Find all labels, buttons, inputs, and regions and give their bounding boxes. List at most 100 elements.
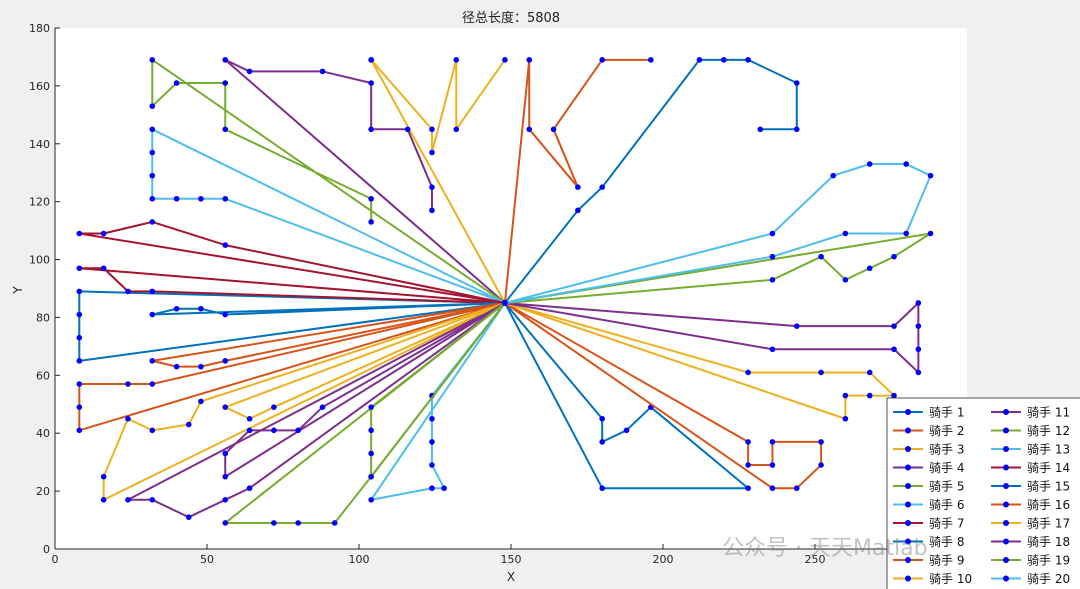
legend-label: 骑手 12 <box>1027 424 1070 438</box>
route-point <box>818 439 824 445</box>
extra-ray-point <box>526 126 533 133</box>
route-point <box>429 462 435 468</box>
route-point <box>125 288 131 295</box>
route-point <box>100 265 107 272</box>
route-point <box>368 450 374 457</box>
route-point <box>100 496 107 503</box>
extra-ray-point <box>793 126 800 133</box>
axes-background <box>55 28 967 549</box>
x-tick-label: 150 <box>501 553 522 566</box>
legend-swatch-marker <box>905 483 911 489</box>
route-point <box>842 230 849 237</box>
legend-item-rider-8: 骑手 8 <box>893 535 964 549</box>
y-tick-label: 120 <box>29 196 50 209</box>
extra-rays <box>149 57 800 306</box>
route-point <box>76 311 83 318</box>
legend-label: 骑手 5 <box>929 480 964 494</box>
y-tick-label: 40 <box>36 427 50 440</box>
route-point <box>818 369 824 376</box>
extra-ray-point <box>222 126 229 133</box>
route-point <box>198 398 204 405</box>
legend-item-rider-9: 骑手 9 <box>893 554 964 568</box>
route-point <box>271 520 277 526</box>
legend-label: 骑手 9 <box>929 554 964 568</box>
legend-swatch-marker <box>1003 446 1009 452</box>
route-point <box>76 265 83 272</box>
x-tick-label: 50 <box>200 553 214 566</box>
legend-swatch-marker <box>905 520 911 526</box>
route-point <box>818 253 824 260</box>
route-point <box>246 427 253 434</box>
extra-ray-point <box>429 207 435 214</box>
extra-ray-point <box>222 57 229 63</box>
legend-item-rider-2: 骑手 2 <box>893 424 964 438</box>
series-layer <box>76 126 934 526</box>
route-point <box>222 242 229 248</box>
legend-item-rider-10: 骑手 10 <box>893 572 972 586</box>
route-point <box>745 485 751 492</box>
legend: 骑手 1 骑手 2 骑手 3 骑手 4 骑手 5 骑手 6 骑手 7 骑手 8 骑手 9 骑手 1… <box>886 397 1080 589</box>
route-point <box>793 323 800 329</box>
route-point <box>185 514 192 520</box>
route-point <box>149 311 156 318</box>
legend-item-rider-4: 骑手 4 <box>893 461 964 475</box>
route-point <box>222 358 229 364</box>
route-point <box>125 381 131 387</box>
route-line <box>224 302 506 478</box>
route-point <box>295 427 302 434</box>
extra-ray-point <box>745 57 751 63</box>
series-rider-3 <box>100 300 508 503</box>
extra-ray-point <box>368 195 374 202</box>
extra-ray-point <box>526 57 533 63</box>
legend-label: 骑手 20 <box>1027 572 1070 586</box>
route-point <box>76 381 83 387</box>
route-line <box>504 163 932 304</box>
extra-ray-point <box>453 126 460 133</box>
route-point <box>502 300 508 306</box>
route-point <box>198 363 204 370</box>
route-point <box>149 172 156 179</box>
extra-ray-point <box>368 126 374 133</box>
route-point <box>745 462 751 468</box>
y-axis-label: Y <box>11 286 25 295</box>
route-point <box>891 392 897 399</box>
route-point <box>222 404 229 410</box>
legend-swatch-marker <box>1003 483 1009 489</box>
route-point <box>368 496 374 503</box>
extra-ray-point <box>575 207 581 214</box>
legend-swatch-marker <box>1003 464 1009 471</box>
route-point <box>915 346 922 353</box>
legend-swatch-marker <box>905 538 911 545</box>
route-line <box>151 301 506 368</box>
y-tick-label: 180 <box>29 22 50 35</box>
extra-ray-point <box>648 57 654 63</box>
legend-item-rider-11: 骑手 11 <box>991 406 1070 420</box>
route-point <box>769 277 776 283</box>
route-point <box>222 496 229 503</box>
route-point <box>599 415 605 422</box>
extra-ray-point <box>173 80 180 86</box>
extra-ray-point <box>222 80 229 86</box>
legend-label: 骑手 3 <box>929 443 964 457</box>
route-point <box>915 300 922 306</box>
route-point <box>149 195 156 202</box>
route-point <box>769 439 776 445</box>
route-point <box>793 485 800 492</box>
route-point <box>429 415 435 422</box>
route-point <box>745 439 751 445</box>
route-point <box>100 230 107 237</box>
legend-item-rider-17: 骑手 17 <box>991 517 1070 531</box>
route-point <box>866 161 873 167</box>
extra-ray-point <box>502 57 508 63</box>
route-point <box>173 195 180 202</box>
route-point <box>429 485 435 492</box>
extra-ray-point <box>599 57 605 63</box>
route-point <box>149 288 156 295</box>
x-tick-label: 100 <box>349 553 370 566</box>
route-point <box>271 427 277 434</box>
extra-ray-point <box>453 57 460 63</box>
route-point <box>76 358 83 364</box>
route-point <box>149 149 156 156</box>
extra-ray-point <box>696 57 703 63</box>
